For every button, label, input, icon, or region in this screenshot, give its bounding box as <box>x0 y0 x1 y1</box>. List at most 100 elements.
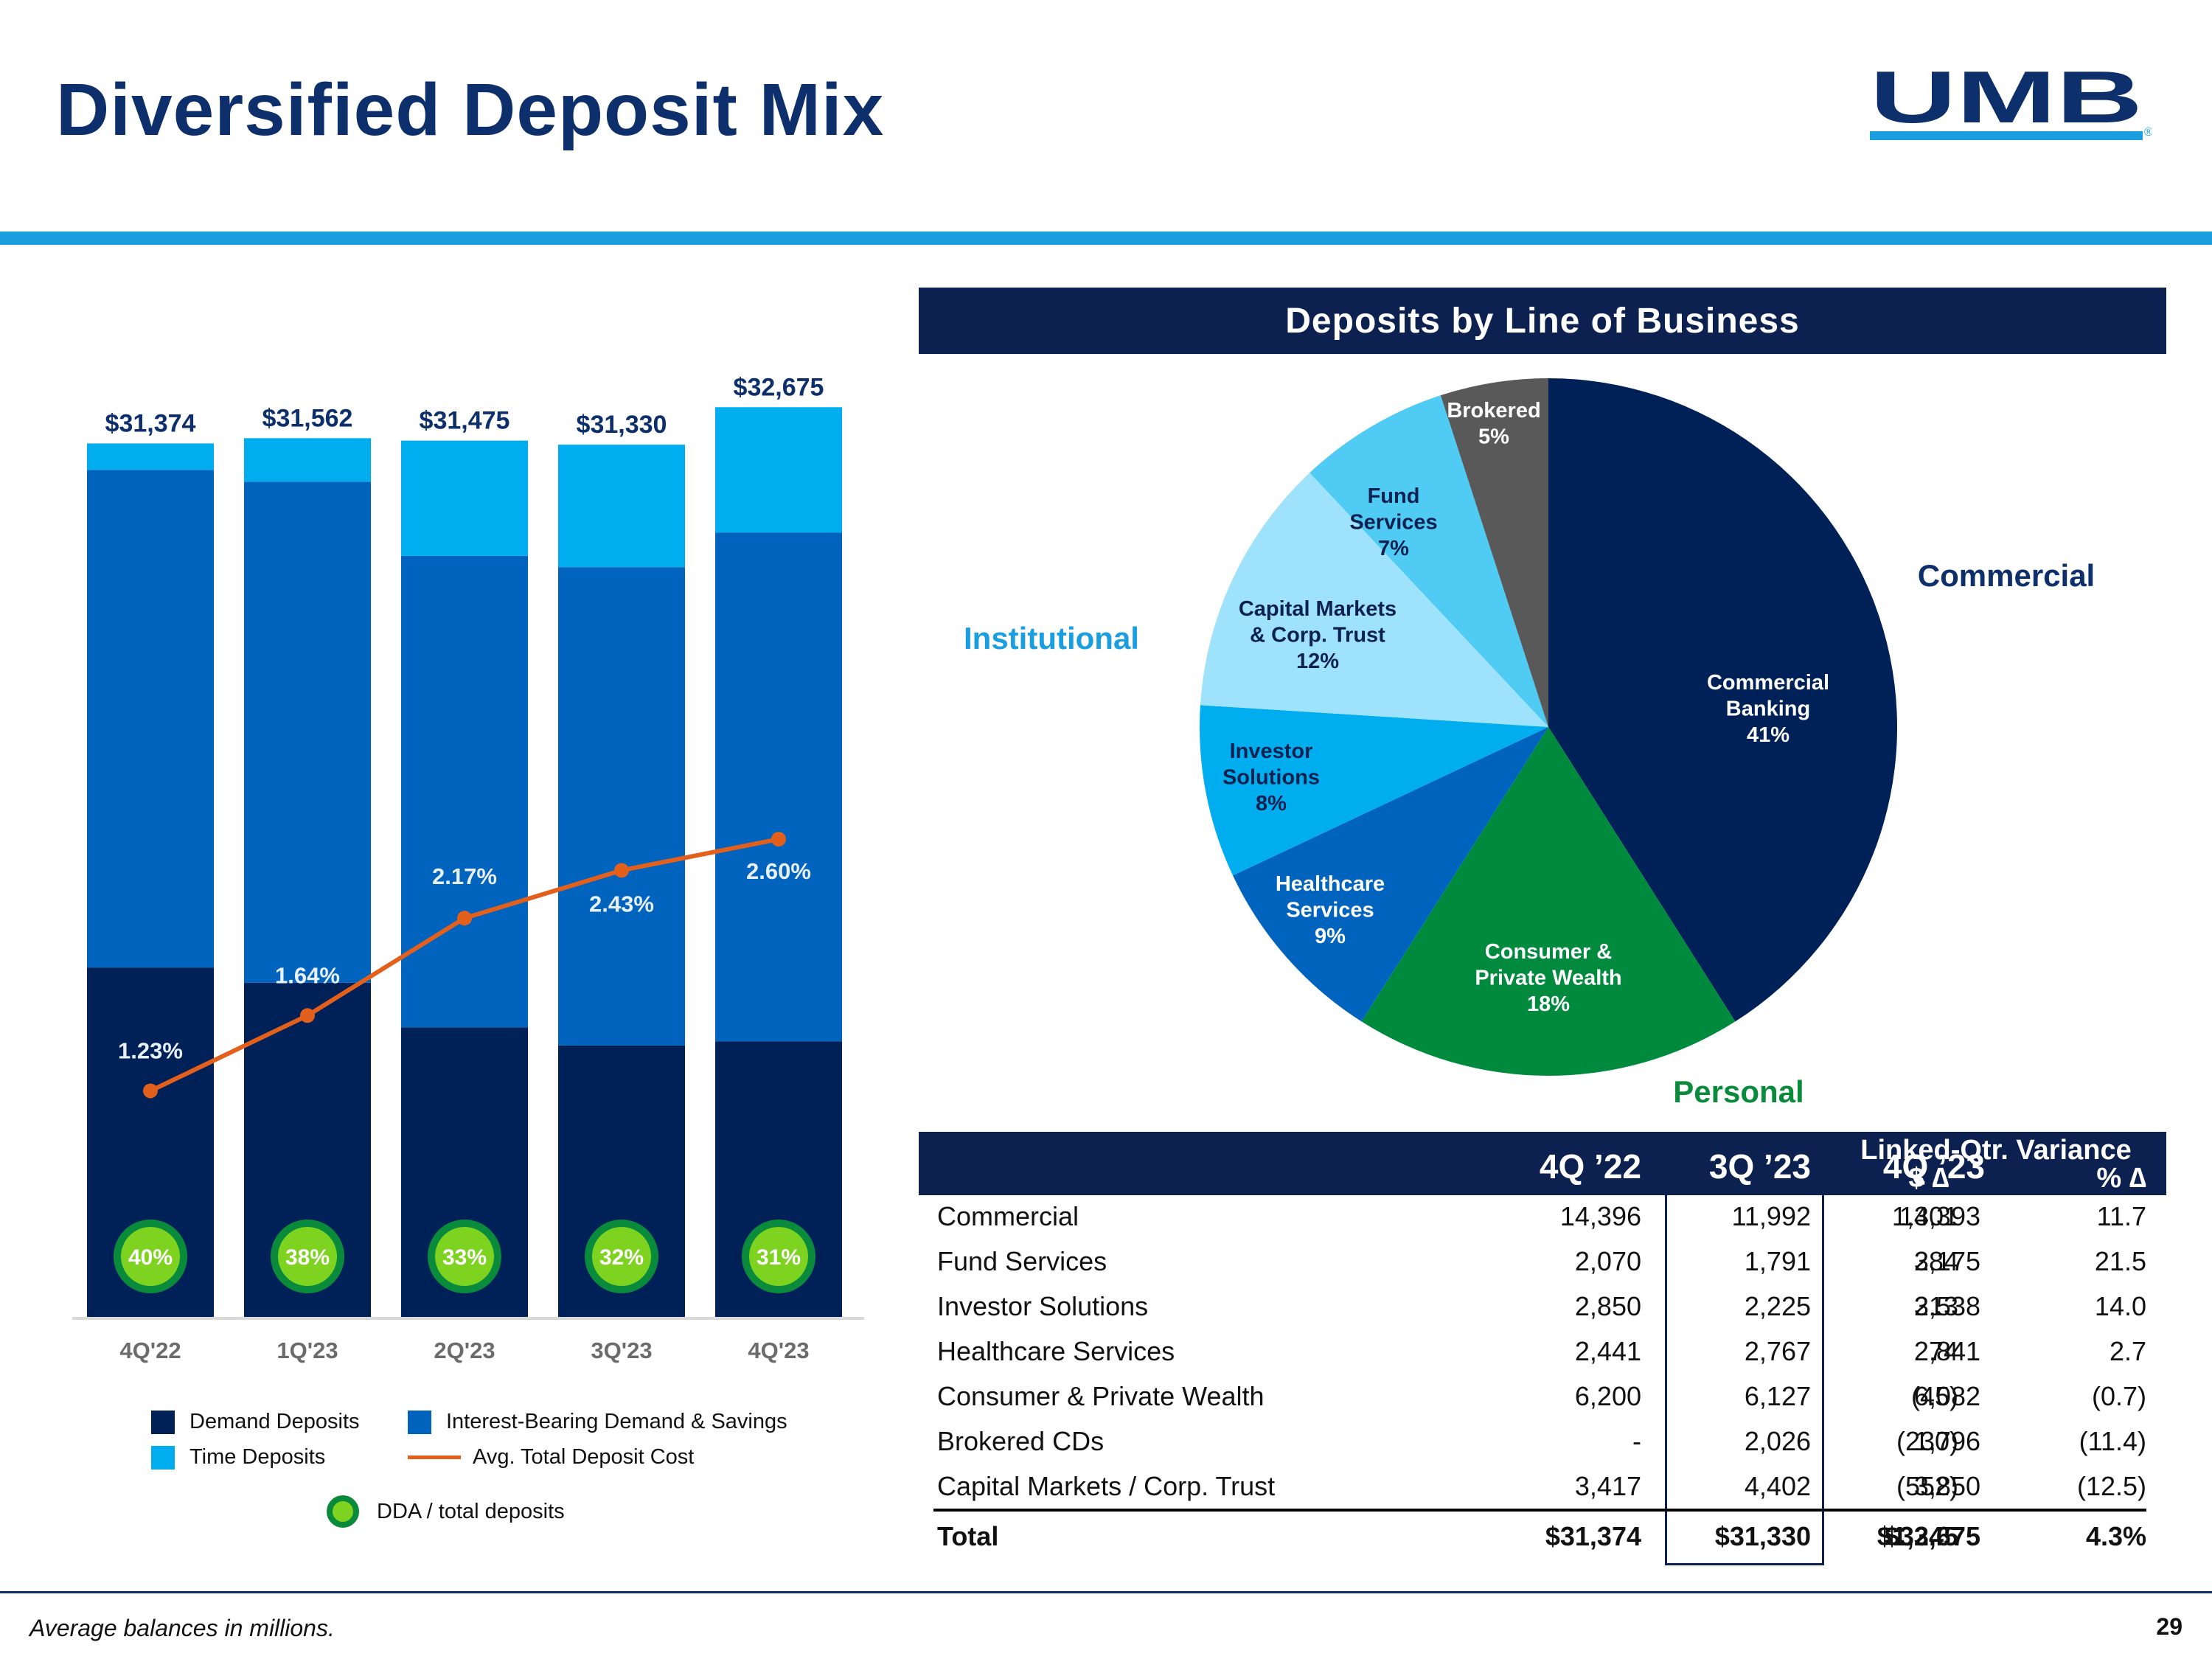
table-total-q1: $31,374 <box>1545 1521 1641 1551</box>
table-row-2-dollar: 313 <box>1913 1291 1958 1321</box>
bar-time-4 <box>715 407 842 533</box>
table-row-6-dollar: (552) <box>1896 1471 1958 1501</box>
pie-slice-2 <box>1233 727 1548 1022</box>
bar-time-2 <box>401 440 528 556</box>
dda-marker-1 <box>278 1227 337 1286</box>
table-row-0-label: Commercial <box>937 1201 1079 1231</box>
table-row-5-q2: 2,026 <box>1744 1426 1811 1456</box>
logo-underline <box>1870 131 2143 140</box>
table-row-1-q3: 2,175 <box>1913 1246 1980 1276</box>
logo-registered: ® <box>2144 126 2152 139</box>
deposits-by-line-pie-chart: Commercial Banking 41%Consumer & Private We… <box>964 378 2095 1109</box>
pie-label-line: Services <box>1286 898 1374 922</box>
cost-point-3 <box>614 863 629 878</box>
cost-point-0 <box>143 1083 158 1099</box>
dda-marker-0 <box>121 1227 180 1286</box>
table-row-6-label: Capital Markets / Corp. Trust <box>937 1471 1276 1501</box>
total-label-0: $31,374 <box>105 409 196 437</box>
umb-logo: UMB ® <box>1870 68 2152 140</box>
table-row-4-q2: 6,127 <box>1744 1381 1811 1411</box>
table-row-2-q2: 2,225 <box>1744 1291 1811 1321</box>
table-row-1-pct: 21.5 <box>2094 1246 2146 1276</box>
header-3q23: 3Q ’23 <box>1708 1147 1811 1186</box>
table-row-5-pct: (11.4) <box>2079 1426 2146 1456</box>
legend-dda-swatch <box>327 1495 359 1528</box>
pie-label-5: Fund Services 7% <box>1349 484 1437 560</box>
logo-text: UMB <box>1870 68 2143 139</box>
page-number: 29 <box>2156 1613 2183 1640</box>
bar-interest-0 <box>87 470 214 968</box>
x-tick-0: 4Q'22 <box>119 1338 181 1363</box>
table-row-6-pct: (12.5) <box>2076 1471 2146 1501</box>
table-row-6-q3: 3,850 <box>1913 1471 1980 1501</box>
table-row-3-q1: 2,441 <box>1574 1336 1641 1366</box>
table-row-0-dollar: 1,401 <box>1891 1201 1958 1231</box>
table-row-1-dollar: 384 <box>1913 1246 1958 1276</box>
pie-label-line: Banking <box>1726 697 1810 720</box>
pie-label-3: Investor Solutions 8% <box>1222 740 1320 815</box>
table-total-pct: 4.3% <box>2085 1521 2146 1551</box>
table-row-2-label: Investor Solutions <box>937 1291 1149 1321</box>
table-row-5-q3: 1,796 <box>1913 1426 1980 1456</box>
table-total-dollar: $1,345 <box>1877 1521 1958 1551</box>
header-4q22: 4Q ’22 <box>1539 1147 1641 1186</box>
dda-marker-3 <box>592 1227 651 1286</box>
table-row-3-dollar: 74 <box>1928 1336 1958 1366</box>
pie-slice-0 <box>1548 378 1897 1022</box>
pie-label-6: Brokered 5% <box>1447 399 1540 448</box>
pie-slice-5 <box>1310 395 1548 727</box>
pie-label-line: Private Wealth <box>1475 966 1621 990</box>
header-rule <box>0 232 2212 245</box>
total-divider <box>933 1509 2146 1512</box>
pie-label-line: Investor <box>1230 740 1313 763</box>
table-row-1-label: Fund Services <box>937 1246 1107 1276</box>
deposit-variance-table: 4Q ’22 3Q ’23 4Q ’23 Linked-Qtr. Varianc… <box>919 1132 2166 1574</box>
header-variance: Linked-Qtr. Variance <box>1860 1135 2132 1166</box>
pie-slice-1 <box>1361 727 1736 1076</box>
pie-label-line: 12% <box>1296 650 1339 673</box>
dda-marker-2 <box>435 1227 494 1286</box>
bar-chart-legend: Demand Deposits Interest-Bearing Demand … <box>151 1410 888 1543</box>
legend-dda-label: DDA / total deposits <box>377 1499 565 1523</box>
table-total-q3: $32,675 <box>1884 1521 1980 1551</box>
table-row-6-q1: 3,417 <box>1574 1471 1641 1501</box>
bar-interest-3 <box>558 567 685 1046</box>
legend-time: Time Deposits <box>151 1445 325 1470</box>
table-row-3-pct: 2.7 <box>2109 1336 2146 1366</box>
x-tick-3: 3Q'23 <box>591 1338 652 1363</box>
pie-label-line: Consumer & <box>1485 940 1612 964</box>
table-row-6-q2: 4,402 <box>1744 1471 1811 1501</box>
pie-label-line: Capital Markets <box>1239 597 1397 621</box>
legend-interest-swatch <box>408 1410 431 1434</box>
cost-point-4 <box>771 832 786 847</box>
dda-marker-4 <box>749 1227 808 1286</box>
x-tick-2: 2Q'23 <box>434 1338 495 1363</box>
table-row-0-q3: 13,393 <box>1899 1201 1980 1231</box>
bar-interest-1 <box>244 481 371 983</box>
pie-label-line: & Corp. Trust <box>1250 623 1385 647</box>
footnote: Average balances in millions. <box>29 1615 335 1641</box>
table-row-5-q1: - <box>1632 1426 1641 1456</box>
legend-interest-bearing: Interest-Bearing Demand & Savings <box>408 1410 787 1434</box>
bar-interest-4 <box>715 532 842 1042</box>
legend-interest-label: Interest-Bearing Demand & Savings <box>446 1410 787 1433</box>
table-row-3-q2: 2,767 <box>1744 1336 1811 1366</box>
legend-line-label: Avg. Total Deposit Cost <box>473 1445 695 1469</box>
pie-label-1: Consumer & Private Wealth 18% <box>1475 940 1621 1016</box>
total-label-2: $31,475 <box>420 407 510 435</box>
header-4q23: 4Q ’23 <box>1882 1147 1985 1186</box>
cost-label-4: 2.60% <box>746 858 811 884</box>
pie-label-line: 8% <box>1256 792 1287 815</box>
pie-slice-4 <box>1200 473 1548 727</box>
table-row-5-dollar: (230) <box>1896 1426 1958 1456</box>
legend-time-swatch <box>151 1445 175 1470</box>
header-pct-delta: % ∆ <box>2096 1163 2146 1194</box>
legend-demand-swatch <box>151 1410 175 1434</box>
bar-time-1 <box>244 438 371 482</box>
legend-line-swatch <box>408 1455 461 1459</box>
table-row-3-label: Healthcare Services <box>937 1336 1175 1366</box>
deposit-mix-bar-chart: $31,374 4Q'22 40% $31,562 1Q'23 38% $31,475 2Q'… <box>72 373 864 1363</box>
table-row-4-q1: 6,200 <box>1574 1381 1641 1411</box>
table-row-5-label: Brokered CDs <box>937 1426 1105 1456</box>
table-row-0-pct: 11.7 <box>2096 1201 2146 1231</box>
